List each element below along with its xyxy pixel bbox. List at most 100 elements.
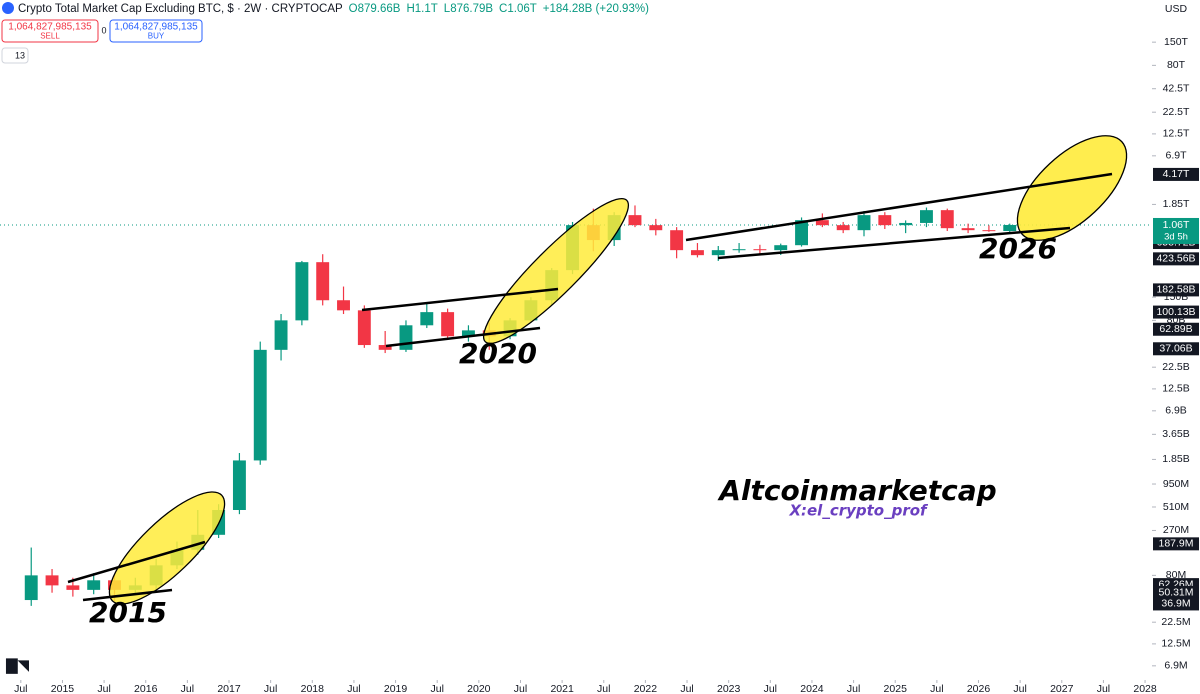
- y-tick-label: 6.9T: [1165, 150, 1187, 162]
- ohlc-open: O879.66B: [349, 3, 401, 15]
- price-marker: [1153, 252, 1199, 266]
- x-tick-label: 2023: [717, 683, 741, 694]
- highlight-ellipse: [1016, 135, 1128, 241]
- candle-body: [295, 262, 309, 321]
- watermark: Altcoinmarketcap: [717, 474, 996, 507]
- candle-body: [815, 220, 829, 226]
- x-tick-label: Jul: [514, 683, 527, 694]
- chart-title: Crypto Total Market Cap Excluding BTC, $…: [18, 3, 343, 15]
- countdown-label: 3d 5h: [1164, 231, 1188, 242]
- candle-body: [316, 262, 330, 301]
- symbol-logo: [2, 2, 14, 14]
- candle-body: [857, 215, 871, 231]
- x-tick-label: Jul: [347, 683, 360, 694]
- x-tick-label: Jul: [264, 683, 277, 694]
- x-tick-label: Jul: [764, 683, 777, 694]
- candle-body: [649, 225, 663, 231]
- price-marker: [1153, 585, 1199, 599]
- price-marker: [1153, 342, 1199, 356]
- x-tick-label: Jul: [1097, 683, 1110, 694]
- x-tick-label: Jul: [97, 683, 110, 694]
- candle-body: [836, 225, 850, 231]
- candle-body: [711, 250, 725, 256]
- x-tick-label: Jul: [1013, 683, 1026, 694]
- x-tick-label: 2028: [1133, 683, 1157, 694]
- candle-body: [878, 215, 892, 226]
- price-marker-label: 187.9M: [1158, 538, 1193, 550]
- price-marker-label: 50.31M: [1158, 586, 1193, 598]
- y-tick-label: 510M: [1163, 501, 1189, 513]
- candle-body: [1003, 224, 1017, 232]
- candle-body: [795, 220, 808, 246]
- sell-price[interactable]: 1,064,827,985,135: [8, 22, 92, 33]
- indicators-box[interactable]: [1, 47, 29, 64]
- y-tick-label: 270M: [1163, 524, 1189, 536]
- candle-body: [899, 222, 913, 226]
- currency-label[interactable]: USD: [1165, 3, 1188, 15]
- y-tick-label: 12.5M: [1161, 638, 1190, 650]
- candle-body: [378, 345, 392, 350]
- candle-body: [357, 310, 371, 346]
- y-tick-label: 150T: [1164, 36, 1189, 48]
- buy-price[interactable]: 1,064,827,985,135: [114, 22, 198, 33]
- candle-body: [441, 312, 455, 337]
- highlight-ellipse: [108, 491, 226, 605]
- y-tick-label: 42.5T: [1163, 82, 1190, 94]
- candle-body: [232, 460, 246, 510]
- x-tick-label: 2025: [884, 683, 908, 694]
- ohlc-high: H1.1T: [406, 3, 437, 15]
- y-tick-label: 1.85T: [1163, 198, 1190, 210]
- x-tick-label: Jul: [930, 683, 943, 694]
- y-tick-label: 950M: [1163, 478, 1189, 490]
- current-price-box: [1153, 217, 1199, 244]
- candle-body: [399, 325, 413, 350]
- candle-body: [774, 245, 788, 251]
- price-marker: [1153, 597, 1199, 611]
- x-tick-label: 2019: [384, 683, 408, 694]
- x-tick-label: Jul: [597, 683, 610, 694]
- x-tick-label: Jul: [14, 683, 27, 694]
- price-marker-label: 4.17T: [1163, 168, 1190, 180]
- indicator-count[interactable]: 13: [15, 50, 25, 60]
- x-tick-label: 2018: [301, 683, 325, 694]
- buy-box[interactable]: [109, 19, 203, 43]
- x-tick-label: Jul: [847, 683, 860, 694]
- y-tick-label: 12.5B: [1162, 383, 1189, 395]
- current-price-label: 1.06T: [1163, 219, 1190, 231]
- x-tick-label: 2022: [634, 683, 658, 694]
- sell-label[interactable]: SELL: [40, 32, 60, 41]
- candle-body: [628, 215, 642, 226]
- buy-label[interactable]: BUY: [148, 32, 165, 41]
- price-axis: 150T80T42.5T22.5T12.5T6.9T1.85T150B80B22…: [1152, 36, 1199, 672]
- y-tick-label: 22.5T: [1163, 106, 1190, 118]
- sell-button[interactable]: 1,064,827,985,135 SELL: [1, 19, 99, 43]
- x-tick-label: 2027: [1050, 683, 1074, 694]
- buy-button[interactable]: 1,064,827,985,135 BUY: [109, 19, 203, 43]
- y-tick-label: 22.5M: [1161, 616, 1190, 628]
- ohlc-low: L876.79B: [444, 3, 494, 15]
- y-tick-label: 1.85B: [1162, 453, 1189, 465]
- price-marker: [1153, 305, 1199, 319]
- y-tick-label: 6.9B: [1165, 405, 1187, 417]
- candle-body: [753, 249, 767, 251]
- sell-box[interactable]: [1, 19, 99, 43]
- y-tick-label: 6.9M: [1164, 660, 1187, 672]
- x-tick-label: 2020: [467, 683, 491, 694]
- candle-body: [274, 320, 288, 350]
- price-marker-label: 182.58B: [1156, 284, 1195, 296]
- price-marker-label: 62.89B: [1159, 323, 1192, 335]
- indicators-toggle[interactable]: 13: [1, 47, 29, 64]
- spread: 0: [101, 25, 106, 35]
- y-tick-label: 22.5B: [1162, 361, 1189, 373]
- price-marker: [1153, 322, 1199, 336]
- x-tick-label: 2017: [217, 683, 241, 694]
- x-tick-label: Jul: [680, 683, 693, 694]
- y-tick-label: 3.65B: [1162, 428, 1189, 440]
- drawings: 2015 2020 2026 Altcoinmarketcap X:el_cry…: [67, 135, 1128, 629]
- annotation: 2026: [979, 232, 1057, 265]
- highlight-ellipse: [482, 197, 630, 345]
- price-marker: [1153, 537, 1199, 551]
- credit: X:el_crypto_prof: [788, 502, 929, 520]
- x-tick-label: 2021: [550, 683, 574, 694]
